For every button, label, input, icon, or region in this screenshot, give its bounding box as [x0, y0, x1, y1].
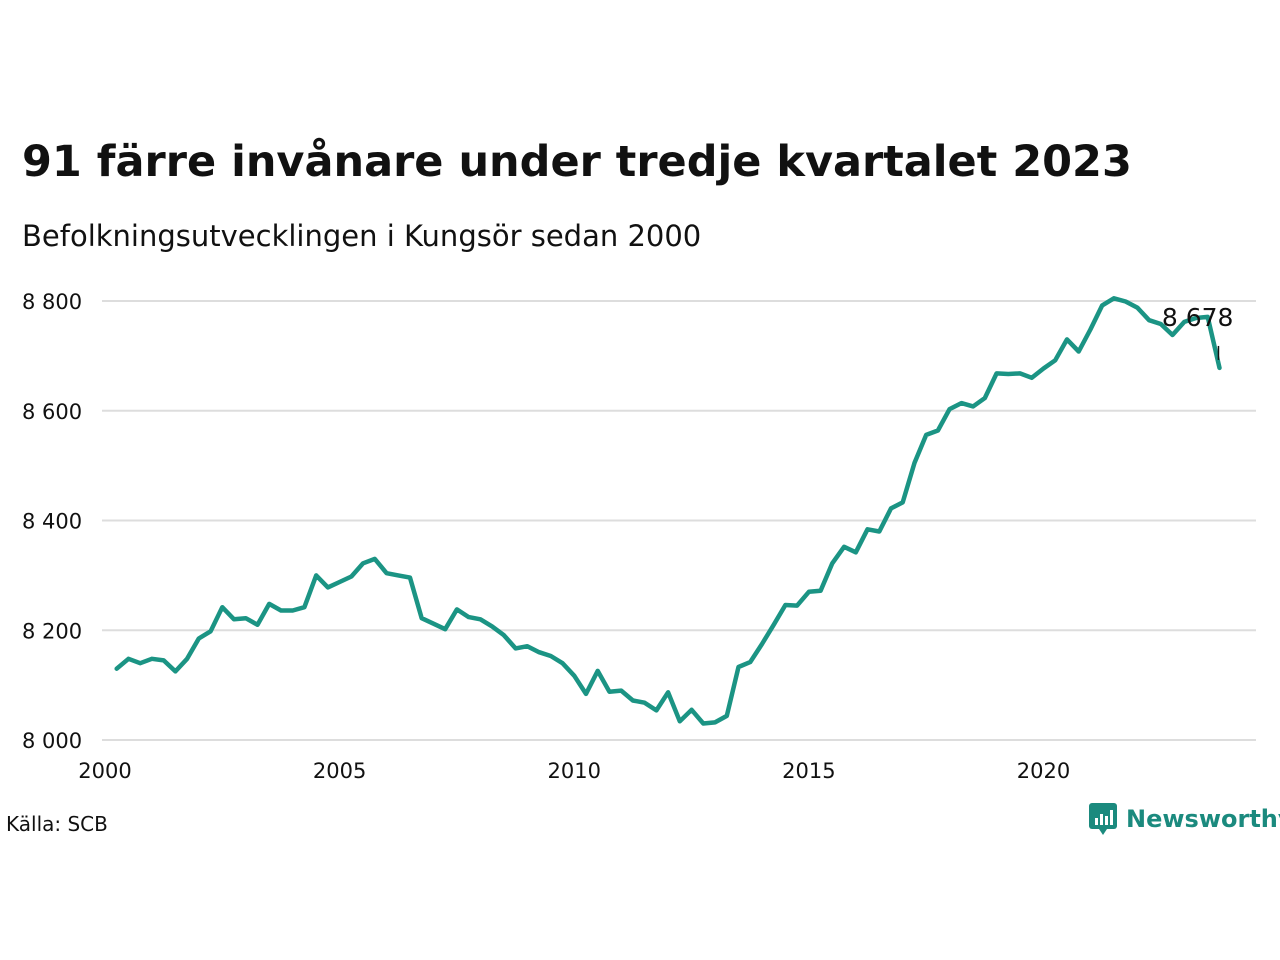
x-tick-label-2015: 2015: [782, 759, 835, 783]
y-tick-label-8200: 8 200: [22, 619, 82, 643]
x-axis-tick-labels: 2000 2005 2010 2015 2020: [78, 759, 1070, 783]
y-axis-tick-labels: 8 000 8 200 8 400 8 600 8 800: [22, 290, 82, 753]
annotation-layer: 8 678: [1162, 303, 1234, 360]
y-tick-label-8400: 8 400: [22, 510, 82, 534]
chart-title: 91 färre invånare under tredje kvartalet…: [22, 137, 1132, 187]
y-tick-label-8800: 8 800: [22, 290, 82, 314]
y-tick-label-8600: 8 600: [22, 400, 82, 424]
brand-name: Newsworthy: [1126, 805, 1280, 833]
series-layer: [114, 296, 1222, 726]
x-tick-label-2020: 2020: [1017, 759, 1070, 783]
x-tick-label-2010: 2010: [548, 759, 601, 783]
grid-lines: [102, 300, 1256, 741]
y-tick-label-8000: 8 000: [22, 729, 82, 753]
newsworthy-logo-icon: [1089, 803, 1117, 835]
x-tick-label-2005: 2005: [313, 759, 366, 783]
brand-logo: Newsworthy: [1088, 802, 1280, 836]
series-line-0: [114, 296, 1222, 726]
x-tick-label-2000: 2000: [78, 759, 131, 783]
chart-subtitle: Befolkningsutvecklingen i Kungsör sedan …: [22, 219, 702, 253]
annotation-label-0: 8 678: [1162, 303, 1234, 332]
source-note: Källa: SCB: [6, 812, 108, 836]
